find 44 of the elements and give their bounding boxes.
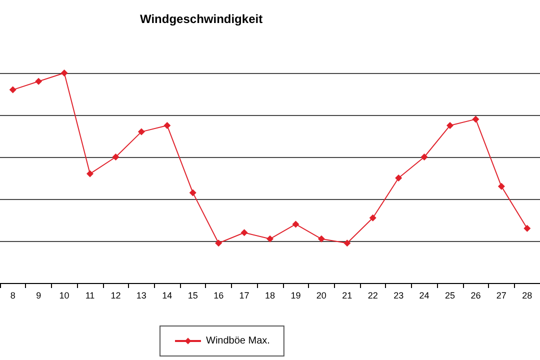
x-tick-label: 27	[496, 290, 506, 300]
legend-label: Windböe Max.	[206, 336, 270, 346]
point	[112, 154, 120, 160]
point	[9, 86, 16, 94]
point	[369, 214, 376, 222]
point	[292, 220, 300, 228]
x-tick-label: 17	[239, 290, 250, 300]
x-tick-label: 20	[316, 290, 326, 300]
x-tick-label: 11	[85, 290, 95, 300]
point	[215, 240, 222, 247]
x-tick-label: 9	[36, 290, 42, 300]
x-tick-label: 18	[264, 290, 276, 300]
x-tick-label: 14	[162, 290, 172, 300]
point	[420, 154, 428, 160]
x-tick-label: 19	[290, 290, 301, 300]
x-tick-label: 24	[419, 290, 430, 300]
point	[86, 170, 94, 178]
x-tick-label: 22	[368, 290, 378, 300]
point	[164, 122, 171, 129]
point	[524, 224, 531, 232]
x-tick-label: 12	[110, 290, 121, 300]
x-tick-label: 13	[136, 290, 146, 300]
x-tick-label: 16	[214, 290, 224, 300]
point	[344, 240, 351, 247]
x-tick-label: 21	[342, 290, 352, 300]
point	[35, 78, 42, 85]
point	[318, 235, 325, 242]
point	[472, 116, 480, 123]
point	[138, 128, 145, 136]
point	[446, 122, 454, 129]
point	[498, 182, 505, 190]
point	[240, 229, 248, 236]
x-tick-label: 15	[188, 290, 198, 300]
x-tick-label: 10	[59, 290, 70, 300]
x-tick-label: 28	[522, 290, 532, 300]
point	[266, 235, 274, 242]
point	[395, 174, 402, 182]
point	[189, 189, 196, 196]
chart-title: Windgeschwindigkeit	[140, 12, 263, 26]
x-tick-label: 23	[394, 290, 404, 300]
x-tick-label: 26	[470, 290, 481, 300]
point	[60, 70, 68, 76]
x-tick-label: 25	[444, 290, 456, 300]
x-tick-label: 8	[10, 290, 16, 300]
